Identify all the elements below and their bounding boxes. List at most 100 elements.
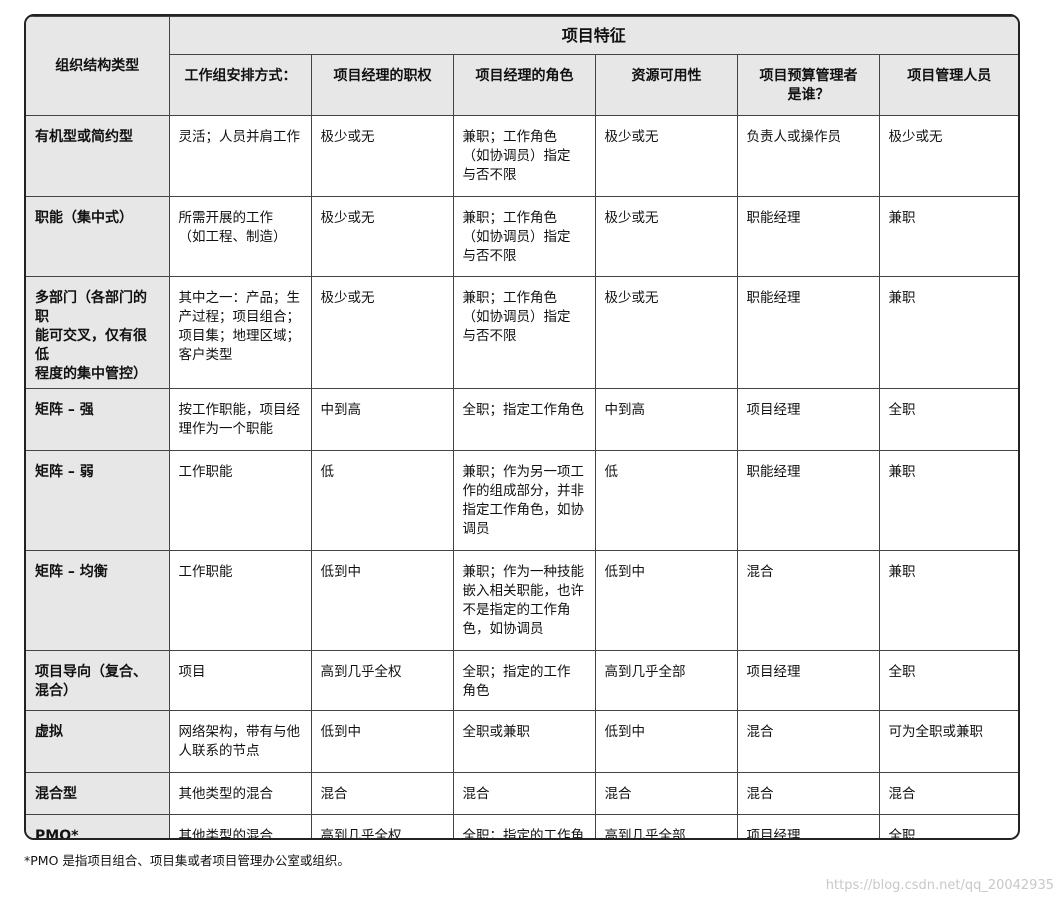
cell-line: 混合 (746, 786, 774, 802)
cell-line: 理作为一个职能 (178, 421, 274, 437)
table-cell: 兼职 (878, 276, 1018, 389)
table-cell: 项目经理 (736, 650, 880, 711)
table-cell: 项目经理 (736, 388, 880, 451)
cell-line: 全职；指定工作角色 (462, 402, 585, 418)
table-cell: 低到中 (594, 710, 738, 773)
column-header: 资源可用性 (594, 54, 738, 116)
table-cell: 极少或无 (310, 196, 454, 277)
table-cell: 职能经理 (736, 196, 880, 277)
cell-line: 高到几乎全权 (320, 664, 402, 680)
table-cell: 工作职能 (168, 550, 312, 651)
cell-line: 客户类型 (178, 347, 233, 363)
column-header: 项目管理人员 (878, 54, 1018, 116)
header-row: 工作组安排方式： 项目经理的职权 项目经理的角色 资源可用性 项目预算管理者 是谁？ 项目管… (26, 54, 1018, 116)
table-cell: 职能经理 (736, 276, 880, 389)
table-cell: 兼职 (878, 550, 1018, 651)
cell-line: 全职或兼职 (462, 724, 531, 740)
cell-line: 混合 (888, 786, 916, 802)
cell-line: 兼职 (888, 210, 916, 226)
cell-line: 低 (604, 464, 619, 480)
table-cell: 网络架构，带有与他 人联系的节点 (168, 710, 312, 773)
table-row: 矩阵 – 弱工作职能低兼职；作为另一项工 作的组成部分，并非 指定工作角色，如协 调员… (26, 450, 1018, 551)
cell-line: 全职 (888, 402, 916, 418)
corner-header: 组织结构类型 (26, 16, 170, 116)
cell-line: 混合 (462, 786, 490, 802)
cell-line: 色，如协调员 (462, 621, 544, 637)
table-cell: 高到几乎全权 (310, 814, 454, 840)
table-cell: 职能经理 (736, 450, 880, 551)
cell-line: 兼职；工作角色 (462, 129, 558, 145)
table-cell: 高到几乎全部 (594, 814, 738, 838)
cell-line: 全职 (888, 664, 916, 680)
cell-line: 不是指定的工作角 (462, 602, 571, 618)
cell-line: 与否不限 (462, 167, 517, 183)
cell-line: 工作组安排方式： (184, 68, 297, 84)
cell-line: （如协调员）指定 (462, 229, 571, 245)
watermark: https://blog.csdn.net/qq_20042935 (825, 878, 1054, 893)
table-cell: 极少或无 (594, 276, 738, 389)
cell-line: 职能经理 (746, 210, 801, 226)
table-cell: 极少或无 (878, 115, 1018, 197)
row-header: 矩阵 – 强 (26, 388, 170, 451)
cell-line: 项目经理 (746, 402, 801, 418)
cell-line: 项目经理的职权 (333, 68, 432, 84)
table-cell: 低 (594, 450, 738, 551)
cell-line: 嵌入相关职能，也许 (462, 583, 585, 599)
table: 组织结构类型 项目特征工作组安排方式： 项目经理的职权 项目经理的角色 资源可用性 项目预… (26, 16, 1018, 840)
cell-line: 项目 (178, 664, 206, 680)
table-row: 职能（集中式） 所需开展的工作 （如工程、制造） 极少或无 兼职；工作角色 （如协调员）指… (26, 196, 1018, 277)
cell-line: （如协调员）指定 (462, 148, 571, 164)
table-cell: 其中之一：产品；生 产过程；项目组合； 项目集；地理区域； 客户类型 (168, 276, 312, 389)
table-row: 有机型或简约型 灵活；人员并肩工作 极少或无 兼职；工作角色 （如协调员）指定 与否不限 极… (26, 115, 1018, 197)
table-cell: 负责人或操作员 (736, 115, 880, 197)
cell-line: 与否不限 (462, 248, 517, 264)
cell-line: 高到几乎全权 (320, 828, 402, 840)
table-cell: 极少或无 (310, 276, 454, 389)
table-cell: 全职；指定的工作角色 (452, 650, 596, 711)
cell-line: 虚拟 (35, 724, 63, 740)
table-cell: 兼职；工作角色 （如协调员）指定 与否不限 (452, 276, 596, 389)
cell-line: 项目经理 (746, 664, 801, 680)
cell-line: 人联系的节点 (178, 743, 260, 759)
table-cell: 极少或无 (594, 196, 738, 277)
cell-line: 其中之一：产品；生 (178, 290, 301, 306)
cell-line: （如工程、制造） (178, 229, 287, 245)
cell-line: 可为全职或兼职 (888, 724, 984, 740)
table-row: 矩阵 – 均衡 工作职能 低到中 兼职；作为一种技能 嵌入相关职能，也许 不是指定的工作角… (26, 550, 1018, 651)
cell-line: 负责人或操作员 (746, 129, 842, 145)
cell-line: 低到中 (604, 564, 646, 580)
group-header: 项目特征 (168, 16, 1018, 55)
cell-line: 兼职；工作角色 (462, 290, 558, 306)
table-cell: 混合 (736, 772, 880, 815)
table-cell: 其他类型的混合 (168, 772, 312, 815)
table-cell: 兼职；作为另一项工 作的组成部分，并非 指定工作角色，如协 调员 (452, 450, 596, 551)
column-header: 项目经理的角色 (452, 54, 596, 116)
column-header: 项目预算管理者 是谁？ (736, 54, 880, 116)
cell-line: 与否不限 (462, 328, 517, 344)
column-header: 工作组安排方式： (169, 54, 312, 116)
table-cell: 高到几乎全部 (594, 650, 738, 711)
cell-line: 兼职；工作角色 (462, 210, 558, 226)
table-cell: 全职或兼职 (452, 710, 596, 773)
table-row: 矩阵 – 强按工作职能，项目经 理作为一个职能 中到高 全职；指定工作角色 中到高 项目经… (26, 388, 1018, 451)
cell-line: 按工作职能，项目经 (178, 402, 301, 418)
cell-line: 兼职；作为另一项工 (462, 464, 585, 480)
cell-line: 有机型或简约型 (35, 129, 133, 145)
table-cell: 兼职；作为一种技能 嵌入相关职能，也许 不是指定的工作角 色，如协调员 (452, 550, 596, 651)
table-cell: 极少或无 (310, 115, 454, 197)
table-cell: 混合 (310, 772, 454, 815)
footnote: *PMO 是指项目组合、项目集或者项目管理办公室或组织。 (24, 853, 350, 868)
table-cell: 中到高 (594, 388, 738, 451)
row-header: 职能（集中式） (26, 196, 170, 277)
cell-line: 中到高 (604, 402, 646, 418)
table-cell: 兼职 (878, 450, 1018, 551)
row-header: PMO* (26, 814, 170, 838)
cell-line: 多部门（各部门的职 (35, 290, 147, 325)
cell-line: 灵活；人员并肩工作 (178, 129, 301, 145)
table-cell: 兼职；工作角色 （如协调员）指定 与否不限 (452, 196, 596, 277)
cell-line: 极少或无 (320, 290, 375, 306)
cell-line: 项目管理人员 (907, 68, 992, 84)
table-cell: 低到中 (310, 710, 454, 773)
